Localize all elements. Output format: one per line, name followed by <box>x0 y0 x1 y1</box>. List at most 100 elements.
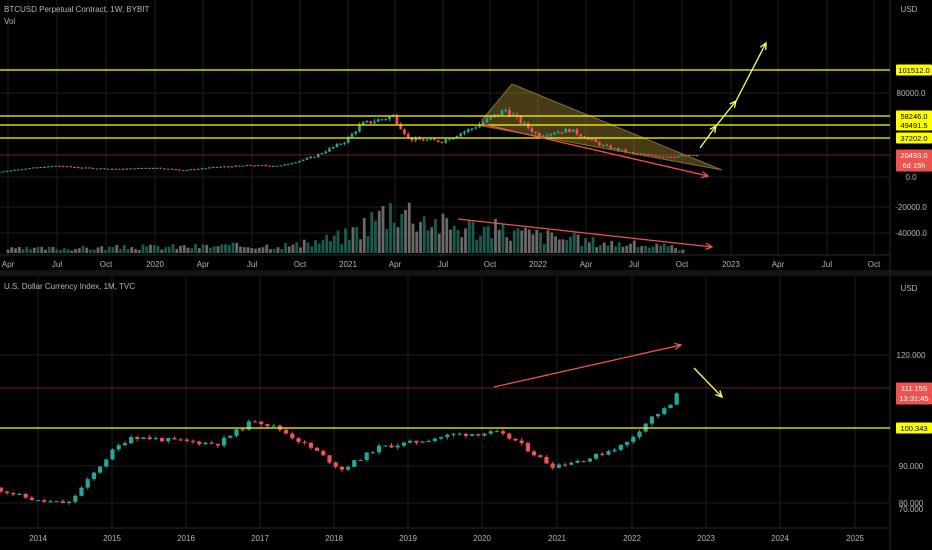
volume-bar <box>677 250 681 253</box>
volume-bar <box>130 247 134 253</box>
btc-candle-body <box>305 158 309 160</box>
btc-x-tick-label: 2021 <box>339 260 357 269</box>
volume-bar <box>460 237 464 253</box>
btc-candle-body <box>73 166 76 168</box>
btc-candle-body <box>129 168 133 170</box>
btc-candle-body <box>58 165 61 167</box>
volume-bar <box>287 246 291 253</box>
btc-candle-body <box>249 165 253 167</box>
btc-candle-body <box>564 128 568 133</box>
volume-bar <box>355 227 359 253</box>
volume-bar <box>62 248 66 253</box>
volume-bar <box>325 234 329 253</box>
dxy-candle-body <box>525 443 530 452</box>
btc-candle-body <box>114 168 118 170</box>
dxy-candle-body <box>128 437 134 444</box>
btc-candle-body <box>436 140 440 142</box>
dxy-candle-body <box>538 455 543 458</box>
dxy-candle-body <box>370 452 375 454</box>
volume-bar <box>602 242 606 253</box>
btc-candle-body <box>384 119 388 121</box>
volume-bar <box>242 247 246 253</box>
btc-x-tick-label: Jul <box>822 260 832 269</box>
volume-bar <box>509 240 512 253</box>
btc-candle-body <box>376 119 380 122</box>
btc-falling-wedge <box>481 83 723 171</box>
btc-candle-body <box>133 168 136 170</box>
btc-candle-body <box>1 171 5 173</box>
btc-candle-body <box>470 128 474 130</box>
dxy-candle-body <box>674 393 679 405</box>
dxy-candle-body <box>662 408 667 415</box>
volume-bar <box>25 246 29 253</box>
volume-bar <box>216 246 220 253</box>
btc-candle-body <box>159 167 163 169</box>
dxy-candle-body <box>507 433 512 439</box>
volume-bar <box>621 246 625 253</box>
btc-candle-body <box>215 166 219 168</box>
btc-level-price-label: 101512.0 <box>898 66 929 75</box>
volume-bar <box>284 243 287 253</box>
dxy-candle-body <box>426 441 431 443</box>
volume-bar <box>377 210 381 253</box>
btc-x-tick-label: Oct <box>676 260 689 269</box>
dxy-candle-body <box>54 501 59 503</box>
btc-x-tick-label: Apr <box>580 260 593 269</box>
btc-candle-body <box>264 165 268 167</box>
dxy-x-tick-label: 2019 <box>399 534 417 543</box>
btc-candle-body <box>425 139 429 141</box>
btc-candle-body <box>178 169 181 171</box>
btc-candle-body <box>294 162 298 164</box>
dxy-candle-body <box>178 439 183 441</box>
btc-candle-body <box>571 129 575 132</box>
volume-bar <box>479 235 482 253</box>
btc-candle-body <box>328 148 331 152</box>
btc-candle-body <box>204 168 208 170</box>
btc-candle-body <box>166 168 170 170</box>
btc-candle-body <box>429 139 433 141</box>
dxy-candle-body <box>544 457 549 464</box>
volume-bar <box>614 246 617 253</box>
dxy-candle-body <box>352 460 357 467</box>
dxy-projection-arrow-head <box>715 390 724 399</box>
btc-candle-body <box>613 148 616 150</box>
dxy-x-tick-label: 2018 <box>325 534 343 543</box>
btc-x-tick-label: Apr <box>197 260 210 269</box>
dxy-candle-body <box>4 491 10 494</box>
btc-candle-body <box>76 167 80 169</box>
btc-candle-body <box>646 154 650 156</box>
dxy-candle-body <box>482 433 487 436</box>
btc-candle-body <box>28 168 31 170</box>
btc-x-tick-label: Jul <box>52 260 62 269</box>
dxy-candle-body <box>562 464 568 466</box>
volume-bar <box>482 226 486 253</box>
volume-bar <box>212 246 216 253</box>
dxy-candle-body <box>500 431 506 434</box>
btc-chart-title: BTCUSD Perpetual Contract, 1W, BYBIT <box>4 5 150 14</box>
btc-candle-body <box>568 128 571 132</box>
btc-candle-body <box>208 167 211 169</box>
btc-candle-body <box>16 169 20 171</box>
btc-candle-body <box>155 167 159 169</box>
btc-candle-body <box>556 132 560 134</box>
volume-bar <box>385 228 389 253</box>
dxy-candle-body <box>432 438 437 442</box>
dxy-candle-body <box>110 449 115 460</box>
volume-bar <box>434 219 437 253</box>
dxy-candle-body <box>612 449 617 452</box>
falling-wedge-area <box>481 83 723 171</box>
btc-declining-trendline-arrow-head <box>701 171 710 179</box>
btc-candle-body <box>88 167 91 169</box>
btc-candle-body <box>489 116 493 119</box>
dxy-candle-body <box>463 433 468 436</box>
btc-candle-body <box>313 156 316 158</box>
btc-candle-body <box>24 168 28 170</box>
btc-level-price-tag <box>896 132 932 144</box>
btc-candle-body <box>639 153 643 155</box>
btc-candle-body <box>541 135 545 137</box>
btc-candle-body <box>590 138 594 140</box>
volume-bar <box>272 248 276 253</box>
btc-candle-body <box>459 133 463 137</box>
btc-candle-body <box>380 119 384 121</box>
btc-candle-body <box>20 169 24 171</box>
